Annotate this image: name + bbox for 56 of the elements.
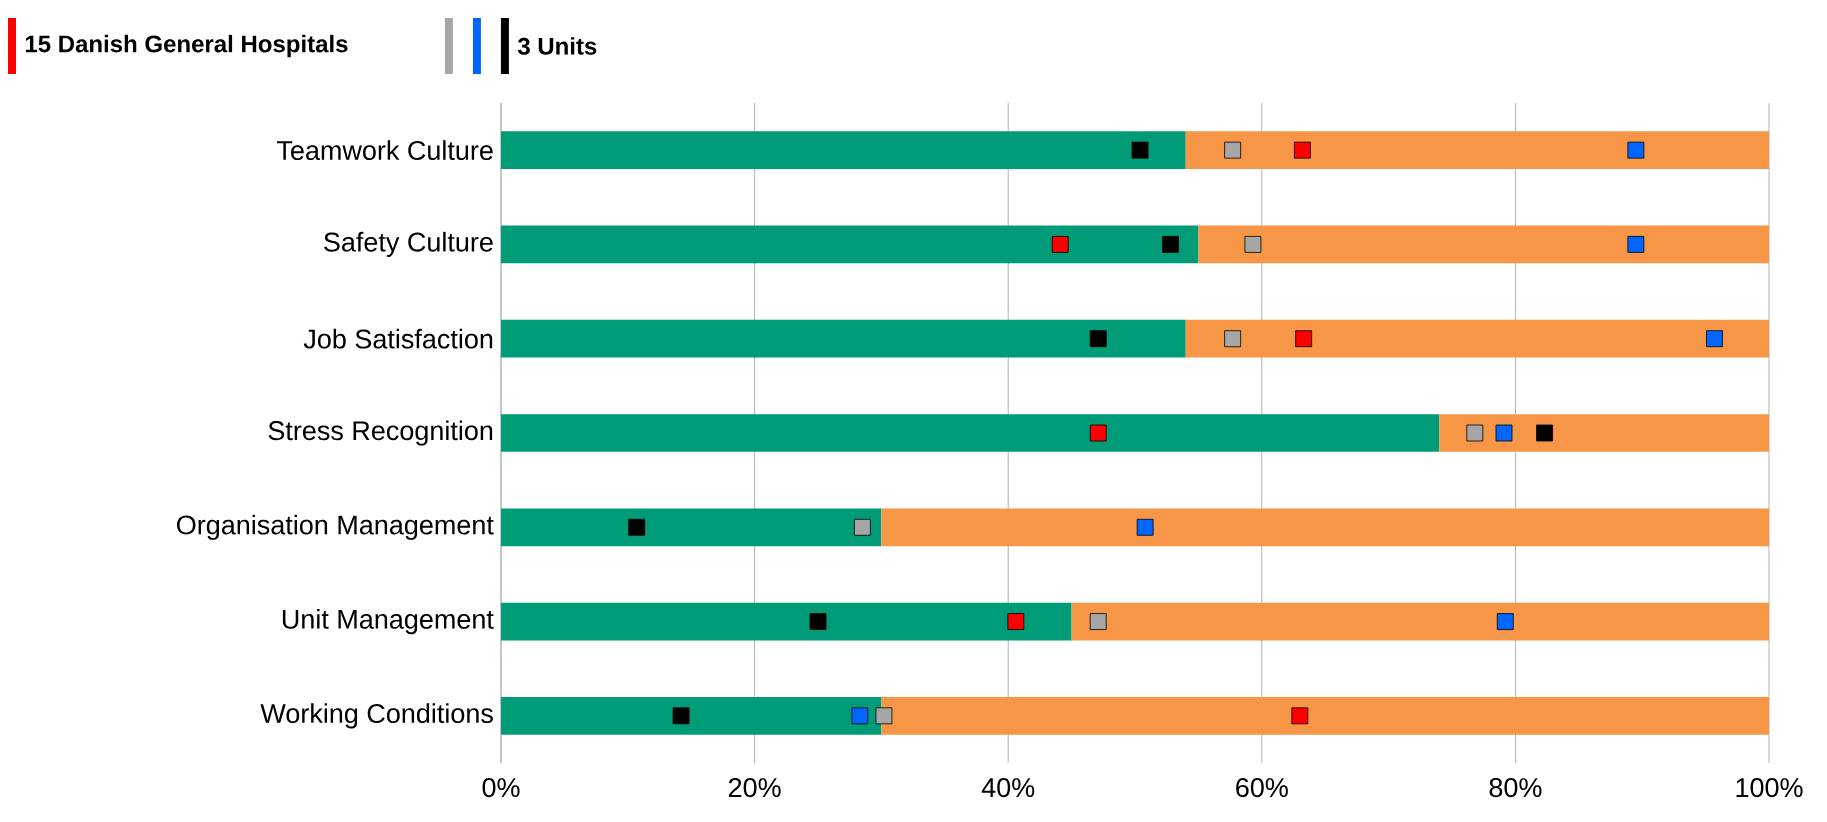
point xyxy=(1089,424,1107,442)
legend-label: 3 Units xyxy=(517,37,597,55)
point xyxy=(672,707,690,725)
point xyxy=(1536,424,1553,442)
point xyxy=(1293,141,1311,159)
point xyxy=(1224,141,1242,159)
bar xyxy=(1185,319,1770,358)
x-tick-label: 0% xyxy=(482,778,520,798)
point xyxy=(1495,424,1513,442)
x-tick-label: 100% xyxy=(1736,778,1803,798)
y-tick-label: Teamwork Culture xyxy=(276,140,493,161)
y-tick-label: Working Conditions xyxy=(260,703,493,729)
point xyxy=(1244,236,1262,253)
x-tick-label: 40% xyxy=(981,778,1035,798)
point xyxy=(1496,613,1514,630)
point xyxy=(1627,141,1645,159)
point xyxy=(1162,236,1179,253)
point xyxy=(851,707,869,725)
point xyxy=(1291,707,1309,725)
y-tick-label: Unit Management xyxy=(282,608,494,635)
bar xyxy=(1185,131,1770,169)
point xyxy=(1627,236,1645,253)
point xyxy=(1051,236,1069,253)
bar xyxy=(1071,602,1770,641)
point xyxy=(1466,424,1484,442)
bar xyxy=(881,696,1770,735)
bar xyxy=(1439,414,1770,452)
point xyxy=(1224,330,1242,348)
y-tick-label: Stress Recognition xyxy=(268,420,493,446)
legend-label: 15 Danish General Hospitals xyxy=(25,34,348,58)
point xyxy=(1131,141,1149,159)
point xyxy=(853,518,871,536)
point xyxy=(628,518,646,536)
point xyxy=(809,613,827,630)
bar xyxy=(501,131,1186,169)
bar xyxy=(501,414,1440,452)
x-tick-label: 80% xyxy=(1489,778,1542,798)
x-tick-label: 20% xyxy=(728,778,781,798)
y-tick-label: Organisation Management xyxy=(177,514,494,540)
bar xyxy=(1198,225,1770,264)
x-tick-label: 60% xyxy=(1236,778,1288,798)
bar xyxy=(881,508,1770,547)
point xyxy=(1007,613,1025,630)
point xyxy=(875,707,893,725)
bar xyxy=(501,696,882,735)
point xyxy=(1136,518,1154,536)
bar xyxy=(501,602,1072,641)
y-tick-label: Safety Culture xyxy=(324,231,493,258)
point xyxy=(1089,330,1107,348)
bar xyxy=(501,508,882,547)
point xyxy=(1089,613,1107,630)
point xyxy=(1706,330,1723,348)
bar xyxy=(501,225,1199,264)
bar xyxy=(501,319,1186,358)
y-tick-label: Job Satisfaction xyxy=(303,328,493,349)
point xyxy=(1295,330,1313,348)
